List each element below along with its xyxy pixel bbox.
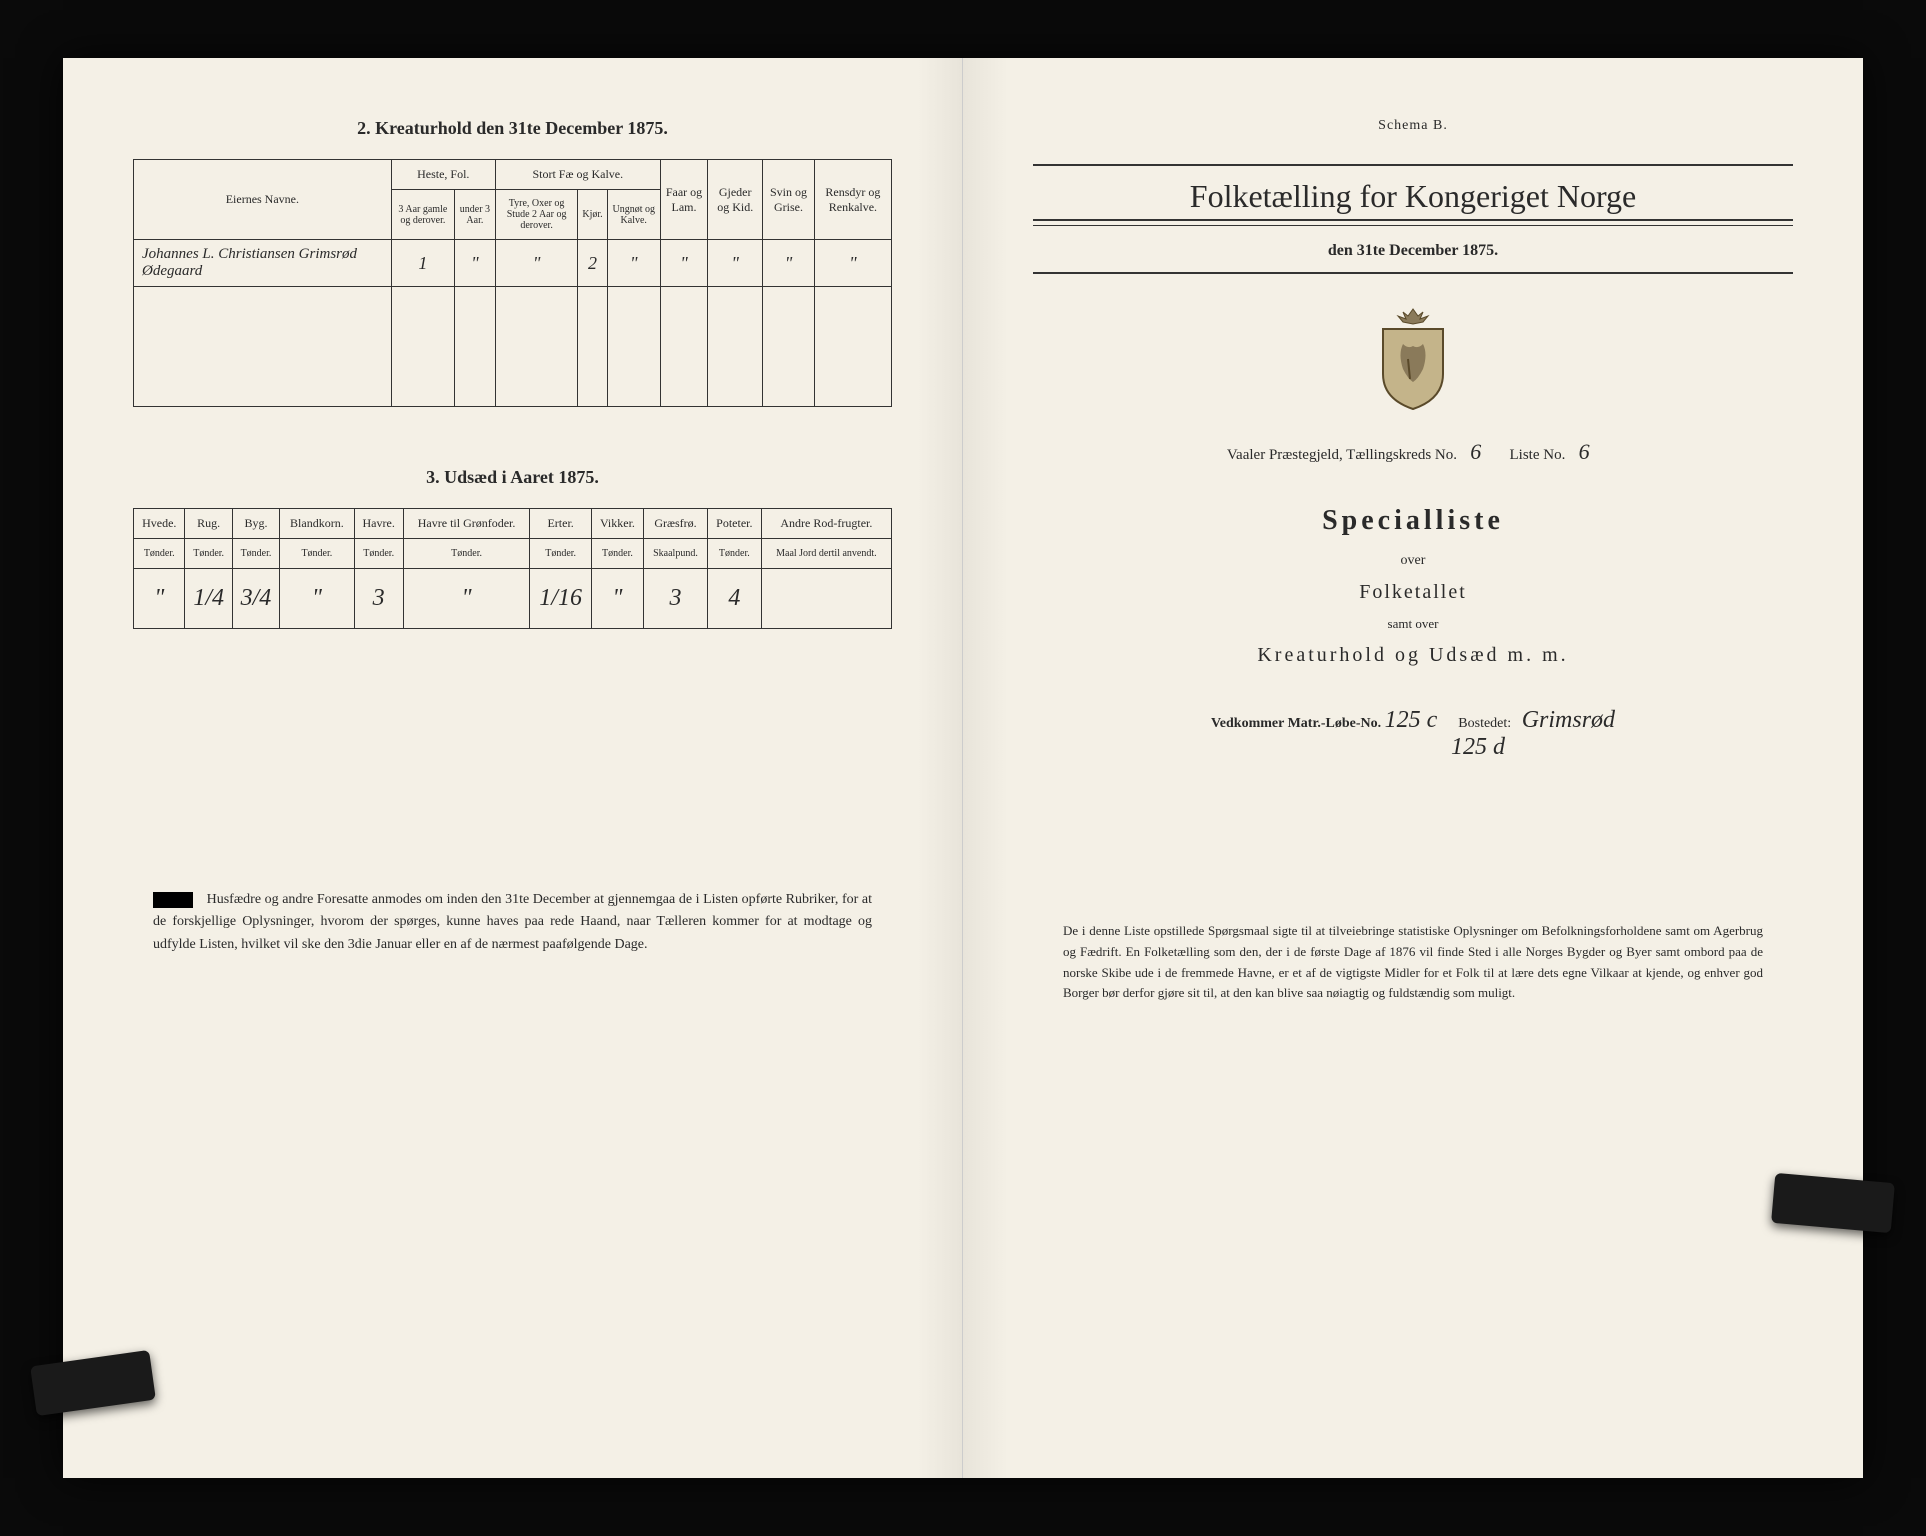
col-heste: Heste, Fol. [391,160,495,190]
col-faar: Faar og Lam. [660,160,707,240]
val: 4 [707,569,761,629]
main-title: Folketælling for Kongeriget Norge [1033,164,1793,226]
sub-heste2: under 3 Aar. [455,190,496,240]
bosted-value: Grimsrød [1522,707,1615,733]
coat-of-arms-icon [1033,304,1793,419]
col: Byg. [232,509,279,539]
liste-label: Liste No. [1510,447,1566,463]
col: Rug. [185,509,232,539]
cell: " [814,240,891,287]
cell: " [495,240,578,287]
folketallet-label: Folketallet [1033,581,1793,604]
kreatur-label: Kreaturhold og Udsæd m. m. [1033,644,1793,667]
val: 3/4 [232,569,279,629]
sub: Tønder. [185,539,232,569]
cell: 2 [578,240,607,287]
bosted-label: Bostedet: [1458,716,1511,731]
left-footer-note: Husfædre og andre Foresatte anmodes om i… [133,889,892,956]
cell: " [607,240,660,287]
col: Erter. [530,509,591,539]
over-label: over [1033,553,1793,569]
col-gjeder: Gjeder og Kid. [708,160,763,240]
section2-title: 2. Kreaturhold den 31te December 1875. [133,118,892,139]
cell: " [455,240,496,287]
sub: Tønder. [530,539,591,569]
owner-name: Johannes L. Christiansen Grimsrød Ødegaa… [134,240,392,287]
val: 3 [644,569,708,629]
col-eiernes: Eiernes Navne. [134,160,392,240]
binder-clip-icon [1771,1173,1895,1233]
vedkommer-line: Vedkommer Matr.-Løbe-No. 125 c Bostedet:… [1033,707,1793,761]
col: Havre. [354,509,403,539]
col: Græsfrø. [644,509,708,539]
cell: 1 [391,240,454,287]
liste-no: 6 [1569,439,1599,465]
sub: Tønder. [707,539,761,569]
specialliste-title: Specialliste [1033,505,1793,537]
sub-stort1: Tyre, Oxer og Stude 2 Aar og derover. [495,190,578,240]
sub-stort3: Ungnøt og Kalve. [607,190,660,240]
right-footer-text: De i denne Liste opstillede Spørgsmaal s… [1033,921,1793,1004]
samt-label: samt over [1033,616,1793,632]
schema-label: Schema B. [1033,118,1793,134]
val: " [403,569,530,629]
col: Havre til Grønfoder. [403,509,530,539]
sub: Tønder. [354,539,403,569]
sub: Tønder. [232,539,279,569]
col: Vikker. [591,509,643,539]
cell: " [660,240,707,287]
col-svin: Svin og Grise. [763,160,815,240]
col: Andre Rod-frugter. [761,509,891,539]
col-rensdyr: Rensdyr og Renkalve. [814,160,891,240]
district-prefix: Vaaler Præstegjeld, Tællingskreds No. [1227,447,1457,463]
col: Poteter. [707,509,761,539]
footer-text: Husfædre og andre Foresatte anmodes om i… [153,892,872,952]
section3-title: 3. Udsæd i Aaret 1875. [133,467,892,488]
val [761,569,891,629]
left-page: 2. Kreaturhold den 31te December 1875. E… [63,58,963,1478]
pointer-icon [153,892,193,908]
date-line: den 31te December 1875. [1033,236,1793,274]
kreaturhold-table: Eiernes Navne. Heste, Fol. Stort Fæ og K… [133,159,892,407]
district-no: 6 [1461,439,1491,465]
val: 1/4 [185,569,232,629]
document-spread: 2. Kreaturhold den 31te December 1875. E… [63,58,1863,1478]
cell: " [763,240,815,287]
right-page: Schema B. Folketælling for Kongeriget No… [963,58,1863,1478]
val: " [280,569,354,629]
sub-stort2: Kjør. [578,190,607,240]
val: " [591,569,643,629]
col: Hvede. [134,509,185,539]
val: 1/16 [530,569,591,629]
sub: Tønder. [280,539,354,569]
val: " [134,569,185,629]
sub: Tønder. [134,539,185,569]
sub-heste1: 3 Aar gamle og derover. [391,190,454,240]
matr-no2: 125 d [1451,734,1505,761]
district-line: Vaaler Præstegjeld, Tællingskreds No. 6 … [1033,439,1793,465]
cell: " [708,240,763,287]
sub: Tønder. [403,539,530,569]
col-stort: Stort Fæ og Kalve. [495,160,660,190]
sub: Tønder. [591,539,643,569]
sub: Maal Jord dertil anvendt. [761,539,891,569]
vedkommer-label: Vedkommer Matr.-Løbe-No. [1211,716,1381,731]
matr-no1: 125 c [1385,707,1438,733]
sub: Skaalpund. [644,539,708,569]
col: Blandkorn. [280,509,354,539]
val: 3 [354,569,403,629]
udsaed-table: Hvede. Rug. Byg. Blandkorn. Havre. Havre… [133,508,892,629]
